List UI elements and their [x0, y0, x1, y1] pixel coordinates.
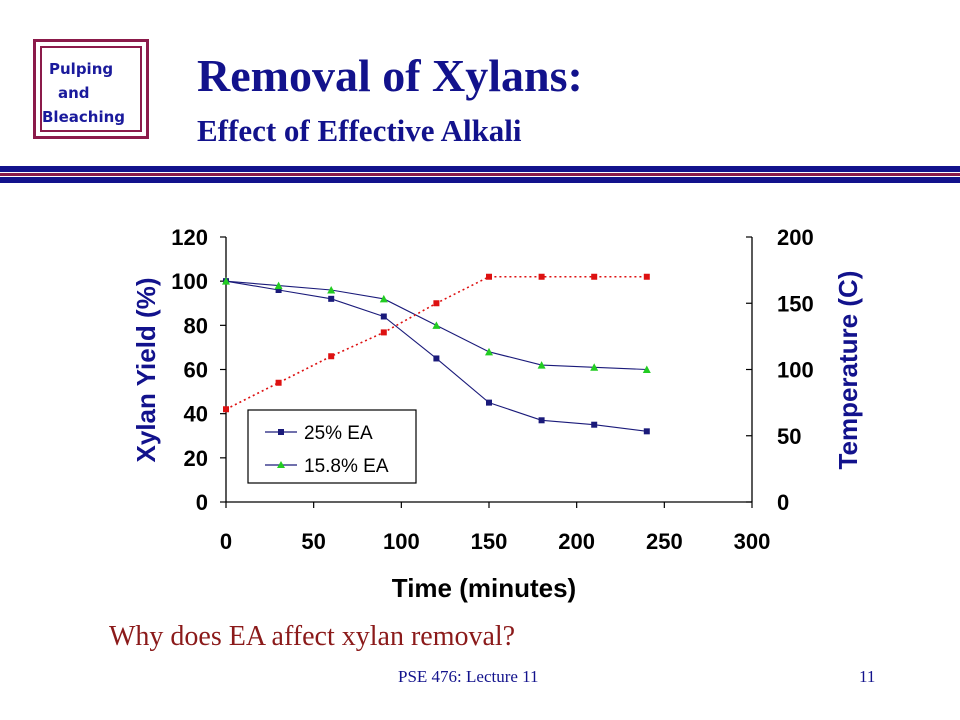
data-point-ea158 — [537, 361, 546, 369]
data-point-ea25 — [486, 399, 492, 406]
data-point-temperature — [591, 273, 598, 280]
data-point-ea158 — [642, 365, 651, 373]
data-point-temperature — [433, 300, 440, 307]
data-point-temperature — [275, 379, 282, 386]
legend-label-ea158: 15.8% EA — [304, 456, 389, 477]
slide-subtitle: Effect of Effective Alkali — [197, 113, 522, 148]
header-rule-blue-2 — [0, 177, 960, 183]
data-point-ea158 — [590, 363, 599, 371]
x-tick-label: 150 — [471, 529, 508, 554]
data-point-ea25 — [591, 421, 598, 428]
data-point-temperature — [538, 273, 545, 280]
legend-label-ea25: 25% EA — [304, 423, 373, 444]
logo-line-1: Pulping — [49, 60, 114, 78]
data-point-temperature — [328, 353, 335, 360]
x-tick-label: 100 — [383, 529, 420, 554]
y-tick-label: 120 — [171, 225, 208, 250]
data-point-ea25 — [643, 428, 650, 435]
data-point-ea158 — [432, 321, 441, 329]
y-tick-label: 20 — [184, 446, 208, 471]
data-point-ea25 — [433, 355, 440, 362]
footer-course: PSE 476: Lecture 11 — [398, 667, 539, 686]
y2-tick-label: 100 — [777, 358, 814, 383]
y-tick-label: 40 — [184, 402, 208, 427]
legend: 25% EA 15.8% EA — [247, 409, 417, 484]
x-tick-label: 50 — [301, 529, 325, 554]
data-point-ea25 — [380, 313, 387, 320]
data-point-temperature — [223, 406, 229, 413]
logo-line-2: and — [58, 84, 90, 102]
y-tick-label: 80 — [184, 313, 208, 338]
data-point-temperature — [486, 273, 492, 280]
data-point-ea25 — [275, 287, 282, 293]
y2-axis-label: Temperature (C) — [833, 271, 863, 470]
header-rule-red — [0, 173, 960, 176]
legend-box — [247, 409, 417, 484]
y-axis-label: Xylan Yield (%) — [131, 278, 161, 463]
logo-line-3: Bleaching — [42, 108, 125, 126]
data-point-ea158 — [379, 294, 388, 303]
chart-markers — [222, 273, 651, 435]
y2-tick-label: 200 — [777, 225, 814, 250]
footer-page-number: 11 — [859, 667, 876, 686]
slide-title: Removal of Xylans: — [197, 50, 583, 101]
y2-tick-label: 50 — [777, 424, 801, 449]
series-line-temperature — [225, 275, 647, 410]
data-point-ea158 — [274, 281, 283, 290]
logo-inner-frame — [40, 46, 142, 132]
logo-box — [33, 39, 149, 139]
discussion-question: Why does EA affect xylan removal? — [109, 621, 516, 652]
legend-marker-ea158 — [277, 461, 285, 468]
x-axis-label: Time (minutes) — [392, 573, 576, 603]
x-tick-label: 250 — [646, 529, 683, 554]
header-rule-blue-1 — [0, 166, 960, 172]
data-point-ea158 — [222, 277, 230, 285]
x-tick-label: 200 — [558, 529, 595, 554]
data-point-ea158 — [327, 286, 336, 294]
y2-tick-label: 150 — [777, 291, 814, 316]
legend-marker-ea25 — [278, 429, 284, 435]
y-tick-label: 100 — [171, 269, 208, 294]
y-tick-label: 60 — [184, 358, 208, 383]
data-point-ea25 — [538, 417, 545, 424]
y-tick-label: 0 — [196, 490, 208, 515]
chart-axes: 0 50 100 150 200 250 3000204060801001200501001… — [171, 225, 813, 554]
data-point-ea25 — [328, 295, 335, 302]
x-tick-label: 300 — [734, 529, 771, 554]
data-point-ea158 — [485, 347, 493, 356]
data-point-temperature — [380, 329, 387, 336]
chart-lines — [225, 275, 647, 432]
y2-tick-label: 0 — [777, 490, 789, 515]
data-point-temperature — [643, 273, 650, 280]
x-tick-label: 0 — [220, 529, 232, 554]
